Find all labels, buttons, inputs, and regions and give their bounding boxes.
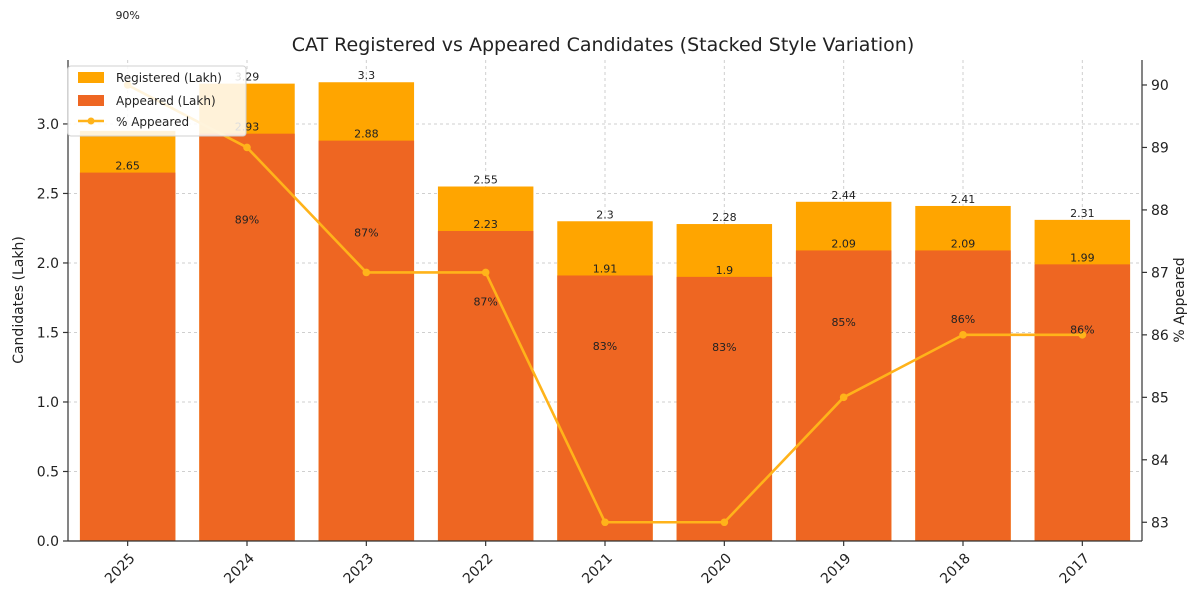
x-tick-label: 2024	[221, 550, 258, 587]
y-tick-label: 1.5	[37, 325, 59, 341]
bar-appeared-2023	[318, 140, 415, 541]
y2-axis-label: % Appeared	[1172, 257, 1188, 342]
percent-point-2024	[243, 143, 251, 152]
y2-tick-label: 90	[1151, 78, 1169, 94]
label-appeared-2019: 2.09	[831, 237, 856, 250]
x-tick-label: 2020	[699, 551, 736, 588]
y-tick-label: 2.0	[37, 256, 59, 272]
percent-point-2018	[959, 331, 967, 339]
label-percent-2024: 89%	[235, 213, 259, 226]
label-percent-2019: 85%	[831, 316, 855, 329]
x-tick-label: 2025	[102, 551, 139, 588]
x-tick-label: 2019	[818, 551, 855, 588]
bar-appeared-2024	[199, 133, 295, 541]
bar-appeared-2020	[676, 276, 773, 541]
label-appeared-2021: 1.91	[593, 262, 618, 275]
legend-frame	[67, 65, 247, 137]
label-registered-2018: 2.41	[951, 193, 976, 206]
bar-appeared-2018	[915, 250, 1011, 542]
data-labels: 2.6590%3.292.9389%3.32.8887%2.552.2387%2…	[115, 9, 1094, 354]
legend-swatch-appeared	[78, 95, 104, 106]
label-registered-2021: 2.3	[596, 208, 614, 221]
y-tick-label: 1.0	[37, 395, 59, 411]
y2-tick-label: 86	[1151, 328, 1169, 344]
y2-tick-label: 83	[1151, 515, 1169, 531]
y2-tick-label: 89	[1151, 140, 1169, 156]
label-appeared-2020: 1.9	[716, 264, 734, 277]
label-percent-2020: 83%	[712, 341, 736, 354]
y-tick-label: 3.0	[37, 117, 59, 133]
x-tick-label: 2023	[341, 551, 378, 588]
y-tick-label: 2.5	[37, 186, 59, 202]
x-tick-label: 2022	[460, 551, 497, 588]
x-tick-label: 2021	[579, 551, 616, 588]
percent-point-2023	[362, 268, 371, 277]
percent-point-2019	[839, 393, 848, 402]
bar-appeared-2021	[557, 275, 653, 541]
label-percent-2021: 83%	[593, 340, 617, 353]
label-percent-2017: 86%	[1070, 324, 1094, 337]
label-registered-2017: 2.31	[1070, 207, 1095, 220]
label-registered-2022: 2.55	[473, 174, 498, 187]
percent-point-2021	[601, 518, 609, 527]
bars	[79, 82, 1131, 542]
y-tick-label: 0.5	[37, 464, 59, 480]
legend-marker-percent	[87, 117, 95, 125]
label-appeared-2017: 1.99	[1070, 251, 1095, 264]
y2-tick-label: 87	[1151, 265, 1169, 281]
bar-appeared-2025	[79, 172, 176, 541]
label-registered-2019: 2.44	[831, 189, 856, 202]
label-appeared-2022: 2.23	[473, 218, 498, 231]
label-appeared-2018: 2.09	[951, 237, 976, 250]
legend-label-percent: % Appeared	[116, 115, 189, 129]
bar-appeared-2017	[1034, 264, 1131, 541]
x-tick-label: 2017	[1057, 551, 1094, 588]
label-registered-2020: 2.28	[712, 211, 737, 224]
y-tick-label: 0.0	[37, 534, 59, 550]
label-percent-2018: 86%	[951, 313, 975, 326]
label-percent-2023: 87%	[354, 227, 378, 240]
legend-swatch-registered	[78, 72, 104, 83]
y2-tick-label: 85	[1151, 390, 1169, 406]
y-axis-label: Candidates (Lakh)	[11, 236, 27, 364]
label-registered-2023: 3.3	[358, 69, 376, 82]
y2-tick-label: 88	[1151, 203, 1169, 219]
percent-line	[123, 81, 1087, 527]
label-percent-2025: 90%	[115, 9, 139, 22]
percent-point-2017	[1078, 331, 1087, 339]
percent-point-2020	[720, 518, 729, 527]
label-appeared-2025: 2.65	[115, 160, 140, 173]
y2-tick-label: 84	[1151, 453, 1169, 469]
label-percent-2022: 87%	[473, 295, 497, 308]
bar-appeared-2022	[437, 230, 534, 541]
x-tick-label: 2018	[937, 551, 974, 588]
legend-label-registered: Registered (Lakh)	[116, 71, 222, 85]
label-appeared-2023: 2.88	[354, 128, 379, 141]
legend: Registered (Lakh) Appeared (Lakh) % Appe…	[67, 65, 247, 137]
percent-point-2022	[481, 268, 490, 277]
legend-label-appeared: Appeared (Lakh)	[116, 94, 216, 108]
chart-title: CAT Registered vs Appeared Candidates (S…	[292, 34, 915, 56]
